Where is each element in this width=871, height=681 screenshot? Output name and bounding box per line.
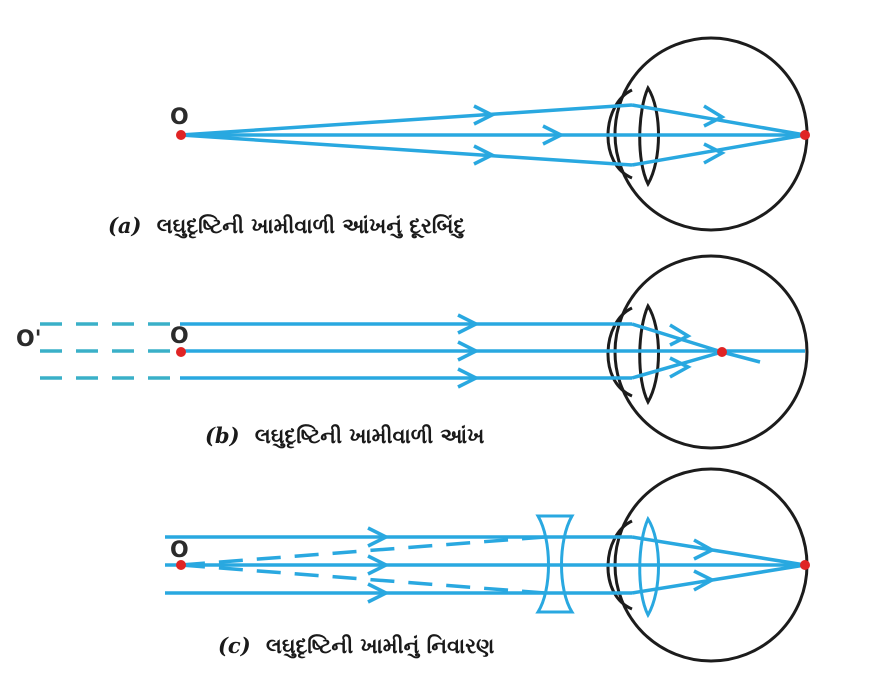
caption-text-c: લઘુદૃષ્ટિની ખામીનું નિવારણ — [266, 634, 494, 659]
object-point-b — [176, 347, 186, 357]
caption-c: (c) લઘુદૃષ્ટિની ખામીનું નિવારણ — [218, 633, 494, 659]
caption-b: (b) લઘુદૃષ્ટિની ખામીવાળી આંખ — [205, 423, 484, 449]
arrows-a — [473, 104, 726, 166]
caption-letter-b: (b) — [205, 423, 240, 448]
focus-point-b — [717, 347, 727, 357]
ray-c-top-eye — [631, 535, 806, 567]
arrow-a-3 — [473, 144, 496, 166]
rays-c — [165, 535, 806, 595]
dashed-rays-c — [180, 535, 546, 595]
retina-point-a — [800, 130, 810, 140]
arrow-a-5 — [703, 142, 726, 165]
ray-a-bot — [180, 133, 633, 167]
arrow-b-2 — [457, 340, 480, 362]
arrow-b-1 — [457, 313, 480, 335]
arrow-a-1 — [473, 104, 496, 126]
arrow-b-3 — [457, 367, 480, 389]
far-label-b: O' — [16, 327, 41, 352]
ray-b-bot-after — [631, 350, 723, 380]
panel-a: O (a) લઘુદૃષ્ટિની ખામીવાળી આંખનું દૂરબિં… — [108, 36, 810, 239]
panel-c: O (c) લઘુદૃષ્ટિની ખામીનું નિવારણ — [165, 467, 810, 663]
arrow-c-4 — [693, 538, 716, 561]
panel-b: O' O (b) લઘુદૃષ્ટિની ખામીવાળી આંખ — [16, 254, 809, 450]
ray-b-top-diverge — [721, 350, 761, 364]
arrow-a-4 — [703, 104, 726, 128]
ray-c-bot-eye — [631, 563, 806, 595]
retina-point-c — [800, 560, 810, 570]
arrow-c-5 — [693, 569, 716, 592]
object-point-c — [176, 560, 186, 570]
caption-a: (a) લઘુદૃષ્ટિની ખામીવાળી આંખનું દૂરબિંદુ — [108, 213, 465, 239]
object-label-a: O — [170, 105, 189, 130]
rays-b — [180, 322, 805, 380]
object-label-b: O — [170, 324, 189, 349]
dashed-lines-b — [40, 322, 180, 380]
arrow-b-4 — [669, 323, 692, 347]
eye-lens-c — [638, 515, 660, 619]
dashed-c-bot — [180, 563, 546, 595]
arrow-c-3 — [367, 582, 390, 604]
arrow-b-5 — [669, 356, 692, 379]
caption-text-b: લઘુદૃષ્ટિની ખામીવાળી આંખ — [255, 424, 485, 449]
object-point-a — [176, 130, 186, 140]
eye-lens-a — [638, 84, 660, 188]
caption-letter-c: (c) — [218, 633, 251, 658]
dashed-c-top — [180, 535, 546, 567]
eye-lens-b — [638, 302, 660, 406]
arrow-c-2 — [367, 554, 390, 576]
arrow-c-1 — [367, 526, 390, 548]
arrows-c — [367, 526, 716, 604]
rays-a — [180, 103, 806, 167]
object-label-c: O — [170, 538, 189, 563]
arrows-b — [457, 313, 692, 389]
caption-text-a: લઘુદૃષ્ટિની ખામીવાળી આંખનું દૂરબિંદુ — [157, 214, 466, 239]
caption-letter-a: (a) — [108, 213, 141, 238]
arrow-a-2 — [542, 124, 565, 146]
ray-a-top — [180, 103, 633, 137]
ray-b-top-after — [631, 322, 723, 354]
